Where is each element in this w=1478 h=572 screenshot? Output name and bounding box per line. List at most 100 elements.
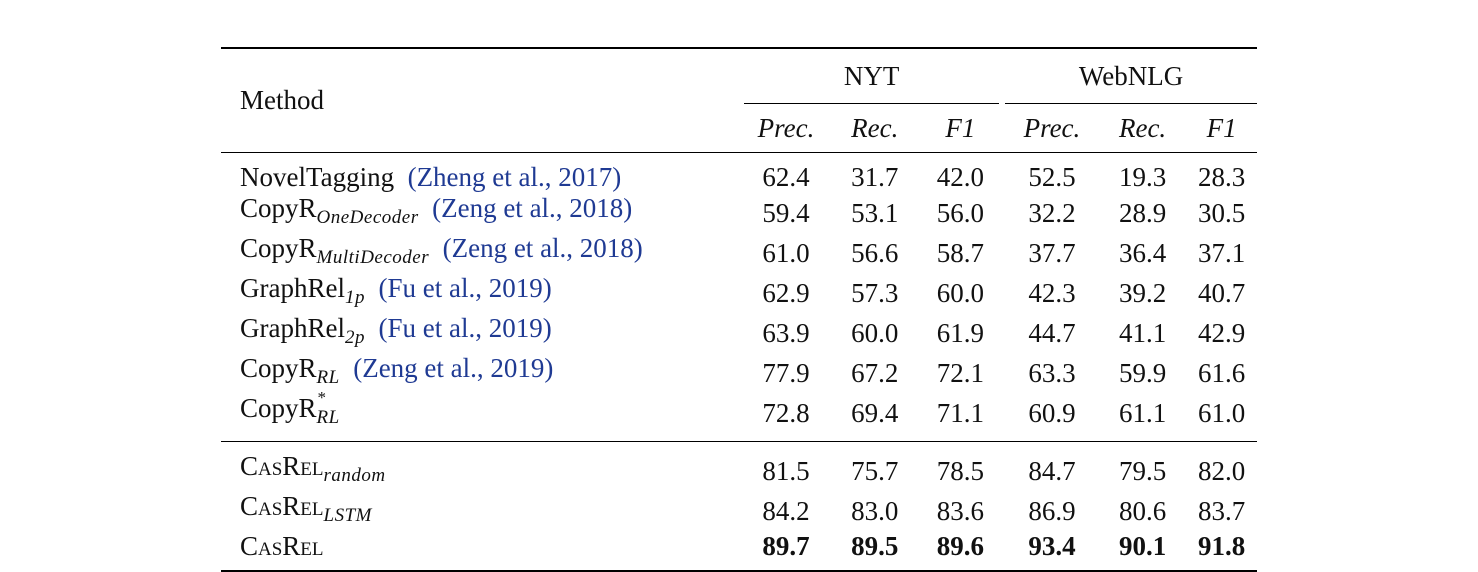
- method-subscript-wrap: 1p: [345, 273, 365, 313]
- method-cell: CopyRMultiDecoder (Zeng et al., 2018): [221, 233, 744, 273]
- value-cell: 83.6: [936, 495, 984, 526]
- value-cell: 37.7: [1028, 237, 1076, 268]
- value-cell: 61.6: [1198, 357, 1246, 388]
- value-cell: 89.5: [851, 531, 899, 561]
- method-subscript: OneDecoder: [316, 207, 419, 228]
- value-cell: 72.1: [936, 357, 984, 388]
- method-subscript-wrap: 2p: [345, 313, 365, 353]
- table-row: CasRelLSTM 84.2 83.0 83.6 86.9 80.6 83.7: [221, 491, 1257, 531]
- citation-link[interactable]: (Zheng et al., 2017): [407, 162, 622, 192]
- value-cell: 44.7: [1028, 317, 1076, 348]
- value-cell: 82.0: [1198, 455, 1246, 486]
- value-cell: 31.7: [851, 162, 899, 192]
- method-subscript: RL: [316, 407, 340, 428]
- method-cell: CasRelrandom: [221, 442, 744, 492]
- method-name: CopyR: [240, 393, 317, 423]
- method-subscript-wrap: MultiDecoder: [317, 233, 430, 273]
- metric-header: Rec.: [1118, 112, 1167, 143]
- value-cell: 75.7: [851, 455, 899, 486]
- method-name: CopyR: [240, 353, 317, 383]
- baseline-rows: NovelTagging (Zheng et al., 2017) 62.4 31.…: [221, 152, 1257, 442]
- method-name: CasRel: [240, 491, 324, 521]
- method-name: CopyR: [240, 193, 317, 223]
- metric-header: Prec.: [1023, 112, 1081, 143]
- value-cell: 40.7: [1198, 277, 1246, 308]
- method-superscript: *: [317, 388, 327, 407]
- value-cell: 77.9: [762, 357, 810, 388]
- nyt-header: NYT: [743, 48, 1000, 104]
- value-cell: 28.3: [1198, 162, 1246, 192]
- value-cell: 81.5: [762, 455, 810, 486]
- citation-link[interactable]: (Fu et al., 2019): [378, 273, 552, 303]
- method-cell: CopyR * RL: [221, 388, 744, 442]
- citation-link[interactable]: (Zeng et al., 2018): [432, 193, 633, 223]
- value-cell: 53.1: [851, 197, 899, 228]
- method-subscript-wrap: random: [324, 451, 386, 491]
- table-row: CopyRRL (Zeng et al., 2019) 77.9 67.2 72.1 6…: [221, 353, 1257, 393]
- value-cell: 84.7: [1028, 455, 1076, 486]
- value-cell: 39.2: [1118, 277, 1167, 308]
- table-row: CopyRMultiDecoder (Zeng et al., 2018) 61.…: [221, 233, 1257, 273]
- table-row: CasRel 89.7 89.5 89.6 93.4 90.1 91.8: [221, 531, 1257, 571]
- value-cell: 80.6: [1118, 495, 1167, 526]
- table-row: GraphRel2p (Fu et al., 2019) 63.9 60.0 61.9…: [221, 313, 1257, 353]
- method-header: Method: [240, 85, 324, 115]
- method-name: CasRel: [240, 451, 324, 481]
- value-cell: 60.9: [1028, 397, 1076, 428]
- value-cell: 78.5: [936, 455, 984, 486]
- table-row: GraphRel1p (Fu et al., 2019) 62.9 57.3 60.0…: [221, 273, 1257, 313]
- value-cell: 63.9: [762, 317, 810, 348]
- value-cell: 62.9: [762, 277, 810, 308]
- method-cell: GraphRel2p (Fu et al., 2019): [221, 313, 744, 353]
- value-cell: 61.0: [1198, 397, 1246, 428]
- metric-header: F1: [1206, 112, 1237, 143]
- table-row: CopyROneDecoder (Zeng et al., 2018) 59.4 5…: [221, 193, 1257, 233]
- method-subscript: 1p: [344, 287, 365, 308]
- header-metric-row: Prec. Rec. F1 Prec. Rec. F1: [221, 104, 1257, 153]
- method-subscript: 2p: [344, 327, 365, 348]
- value-cell: 60.0: [936, 277, 984, 308]
- value-cell: 93.4: [1028, 531, 1076, 561]
- value-cell: 19.3: [1118, 162, 1167, 192]
- method-cell: CasRelLSTM: [221, 491, 744, 531]
- value-cell: 28.9: [1118, 197, 1167, 228]
- value-cell: 30.5: [1198, 197, 1246, 228]
- method-cell: CopyROneDecoder (Zeng et al., 2018): [221, 193, 744, 233]
- value-cell: 63.3: [1028, 357, 1076, 388]
- method-name: NovelTagging: [240, 162, 395, 192]
- value-cell: 83.7: [1198, 495, 1246, 526]
- results-table-container: Method NYT WebNLG Prec. Rec. F1 Prec. Re…: [221, 47, 1257, 572]
- method-subscript: LSTM: [323, 505, 372, 526]
- method-subscript-wrap: OneDecoder: [317, 193, 419, 233]
- method-cell: NovelTagging (Zheng et al., 2017): [221, 153, 744, 194]
- results-table: Method NYT WebNLG Prec. Rec. F1 Prec. Re…: [221, 47, 1257, 572]
- citation-link[interactable]: (Zeng et al., 2019): [353, 353, 554, 383]
- citation-link[interactable]: (Fu et al., 2019): [378, 313, 552, 343]
- casrel-rows: CasRelrandom 81.5 75.7 78.5 84.7 79.5 82.0 CasR…: [221, 441, 1257, 571]
- value-cell: 42.3: [1028, 277, 1076, 308]
- value-cell: 57.3: [851, 277, 899, 308]
- value-cell: 89.6: [936, 531, 984, 561]
- value-cell: 84.2: [762, 495, 810, 526]
- value-cell: 90.1: [1118, 531, 1167, 561]
- metric-header: Rec.: [851, 112, 899, 143]
- method-name: CopyR: [240, 233, 317, 263]
- value-cell: 59.4: [762, 197, 810, 228]
- value-cell: 37.1: [1198, 237, 1246, 268]
- method-subscript: RL: [316, 367, 340, 388]
- webnlg-header: WebNLG: [1005, 48, 1257, 104]
- value-cell: 62.4: [762, 162, 810, 192]
- value-cell: 72.8: [762, 397, 810, 428]
- value-cell: 89.7: [762, 531, 810, 561]
- value-cell: 60.0: [851, 317, 899, 348]
- value-cell: 56.6: [851, 237, 899, 268]
- value-cell: 32.2: [1028, 197, 1076, 228]
- value-cell: 67.2: [851, 357, 899, 388]
- value-cell: 69.4: [851, 397, 899, 428]
- value-cell: 61.9: [936, 317, 984, 348]
- value-cell: 61.1: [1118, 397, 1167, 428]
- value-cell: 83.0: [851, 495, 899, 526]
- citation-link[interactable]: (Zeng et al., 2018): [442, 233, 643, 263]
- value-cell: 91.8: [1198, 531, 1246, 561]
- metric-header: Prec.: [757, 112, 815, 143]
